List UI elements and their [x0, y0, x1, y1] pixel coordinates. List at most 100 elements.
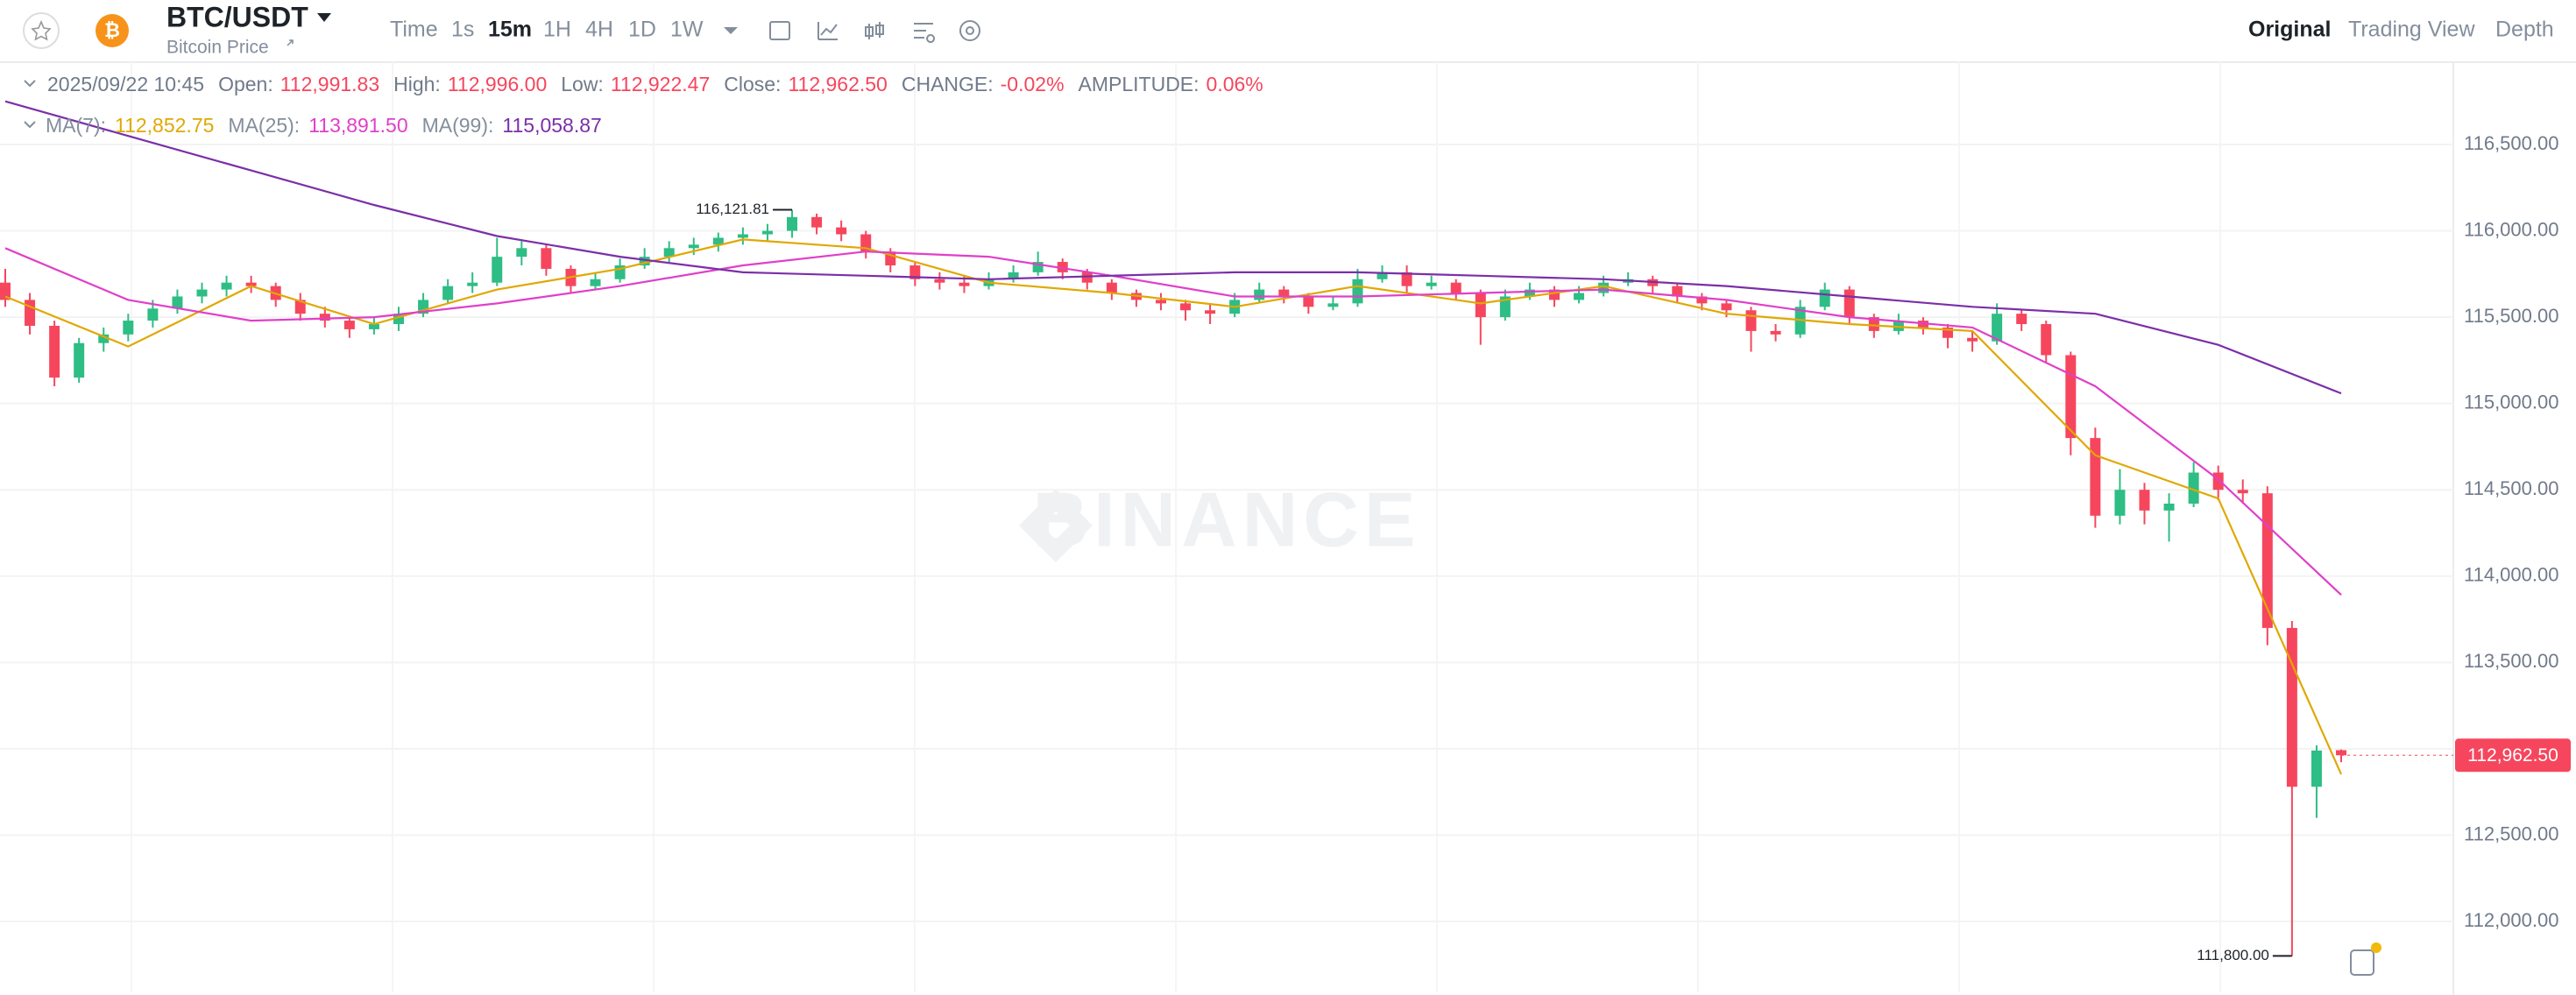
candle-body	[1303, 296, 1314, 307]
toolbar-icons	[769, 20, 980, 43]
candle-body	[590, 279, 601, 286]
candle-body	[1352, 279, 1363, 304]
y-tick-label: 113,500.00	[2464, 650, 2558, 672]
candle-body	[1942, 327, 1953, 338]
candle-body	[1376, 272, 1388, 279]
more-intervals[interactable]	[724, 27, 738, 34]
ohlc-info: 2025/09/22 10:45 Open: 112,991.83 High: 112,…	[47, 73, 1263, 95]
settings-icon-core	[966, 26, 974, 35]
candle-body	[1278, 289, 1290, 297]
watermark-logo	[1019, 489, 1093, 562]
view-tab[interactable]: Depth	[2495, 18, 2554, 42]
candle-body	[1008, 272, 1019, 279]
candle-body	[1893, 321, 1904, 331]
settings-list-icon[interactable]	[914, 23, 936, 43]
indicator-icon[interactable]	[817, 22, 838, 40]
candle-body	[712, 237, 724, 245]
info-value: 112,962.50	[788, 73, 887, 95]
info-value: -0.02%	[1001, 73, 1065, 95]
candle-body	[1844, 289, 1855, 318]
candle-body	[1401, 272, 1412, 286]
candle-body	[811, 216, 823, 228]
subtitle[interactable]: Bitcoin Price	[166, 38, 269, 58]
notes-badge	[2371, 942, 2381, 953]
candle-body	[2163, 503, 2175, 511]
candle-body	[1745, 310, 1757, 331]
candle-body	[1696, 296, 1708, 304]
watermark: BINANCE	[1033, 476, 1421, 562]
calendar-icon[interactable]	[769, 21, 790, 40]
plot-area: 116,121.81 111,800.00	[0, 100, 2453, 963]
notes-button[interactable]	[2350, 942, 2381, 976]
view-tab[interactable]: Original	[2248, 18, 2331, 42]
external-icon	[287, 39, 294, 46]
y-tick-label: 116,000.00	[2464, 218, 2558, 240]
candle-body	[172, 296, 183, 309]
interval-tab[interactable]: Time	[390, 18, 438, 42]
candle-body	[1967, 337, 1978, 342]
interval-tab[interactable]: 1H	[543, 18, 571, 42]
interval-tab[interactable]: 4H	[585, 18, 613, 42]
candle-body	[1574, 293, 1585, 300]
chart-type-icon[interactable]	[865, 22, 884, 39]
interval-tab[interactable]: 1s	[451, 18, 474, 42]
info-value: 112,922.47	[611, 73, 710, 95]
candle-body	[1770, 330, 1781, 335]
y-tick-label: 114,000.00	[2464, 564, 2558, 586]
candle-body	[393, 314, 405, 325]
info-label: Close:	[724, 73, 781, 95]
info-label: High:	[393, 73, 441, 95]
candle-body	[934, 279, 945, 283]
ma-legend-name: MA(7):	[46, 114, 106, 137]
y-tick-label: 112,500.00	[2464, 822, 2558, 844]
low-label: 111,800.00	[2197, 947, 2269, 963]
candle-body	[663, 248, 675, 258]
candle-body	[1721, 303, 1732, 311]
info-label: Low:	[561, 73, 604, 95]
candle-body	[1032, 262, 1044, 272]
interval-tab[interactable]: 1W	[670, 18, 704, 42]
candle-body	[123, 321, 134, 335]
candle-body	[737, 234, 748, 238]
high-label: 116,121.81	[696, 201, 769, 217]
candle-body	[1499, 296, 1511, 318]
candle-body	[909, 265, 921, 279]
view-tab[interactable]: Trading View	[2348, 18, 2475, 42]
symbol[interactable]: BTC/USDT	[166, 1, 308, 32]
ma-legend-value: 112,852.75	[115, 114, 214, 137]
candle-body	[294, 300, 306, 314]
favorite-button[interactable]	[23, 12, 60, 49]
star-icon	[31, 19, 52, 41]
info-value: 0.06%	[1207, 73, 1263, 95]
y-tick-label: 116,500.00	[2464, 132, 2558, 154]
candle-body	[98, 334, 110, 343]
candle-body	[1426, 282, 1437, 286]
info-toggle[interactable]	[24, 80, 36, 88]
candle-body	[2188, 472, 2199, 504]
candle-body	[2114, 490, 2126, 516]
candle-body	[1868, 317, 1879, 331]
last-price-tag	[2455, 738, 2571, 773]
candle-body	[1205, 310, 1216, 314]
view-tabs: Original Trading View Depth	[2248, 18, 2554, 42]
candle-body	[2237, 490, 2248, 494]
candle-body	[541, 248, 552, 269]
settings-icon[interactable]	[959, 20, 980, 41]
candle-body	[2016, 314, 2028, 325]
candle-body	[2139, 490, 2150, 511]
interval-tab[interactable]: 1D	[628, 18, 656, 42]
symbol-dropdown[interactable]	[317, 13, 331, 22]
ma-toggle[interactable]	[24, 121, 36, 129]
candle-body	[492, 257, 503, 283]
candle-body	[959, 282, 970, 286]
candle-body	[319, 314, 330, 321]
candle-body	[1254, 289, 1265, 300]
candle-body	[1992, 314, 2003, 342]
y-tick-label: 115,500.00	[2464, 305, 2558, 327]
candle-body	[49, 325, 60, 378]
candle-body	[516, 248, 527, 258]
y-tick-label: 112,000.00	[2464, 909, 2558, 931]
interval-tab[interactable]: 15m	[488, 18, 532, 42]
info-label: AMPLITUDE:	[1079, 73, 1200, 95]
